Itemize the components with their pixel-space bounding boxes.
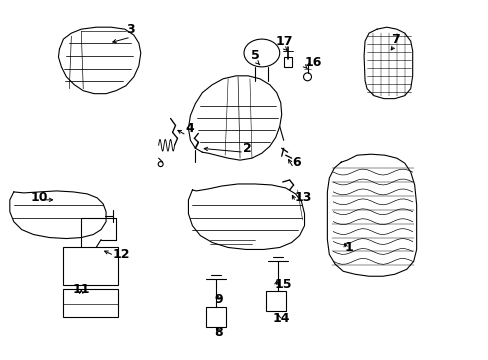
Text: 1: 1 xyxy=(344,241,352,254)
Bar xyxy=(283,57,291,67)
Text: 17: 17 xyxy=(275,35,293,48)
Text: 16: 16 xyxy=(304,57,321,69)
Text: 6: 6 xyxy=(292,156,301,168)
Text: 13: 13 xyxy=(294,192,311,204)
Text: 3: 3 xyxy=(126,23,135,36)
Text: 5: 5 xyxy=(250,49,259,63)
Bar xyxy=(63,289,118,317)
Text: 8: 8 xyxy=(213,326,222,339)
Text: 14: 14 xyxy=(272,312,290,325)
Text: 2: 2 xyxy=(243,142,251,155)
Bar xyxy=(265,291,285,311)
Text: 9: 9 xyxy=(213,293,222,306)
Text: 10: 10 xyxy=(31,192,48,204)
Text: 7: 7 xyxy=(390,33,399,46)
Text: 4: 4 xyxy=(185,122,194,135)
Bar xyxy=(63,247,118,285)
Bar xyxy=(206,307,225,327)
Text: 12: 12 xyxy=(113,248,130,261)
Text: 11: 11 xyxy=(72,283,90,296)
Text: 15: 15 xyxy=(274,278,292,291)
